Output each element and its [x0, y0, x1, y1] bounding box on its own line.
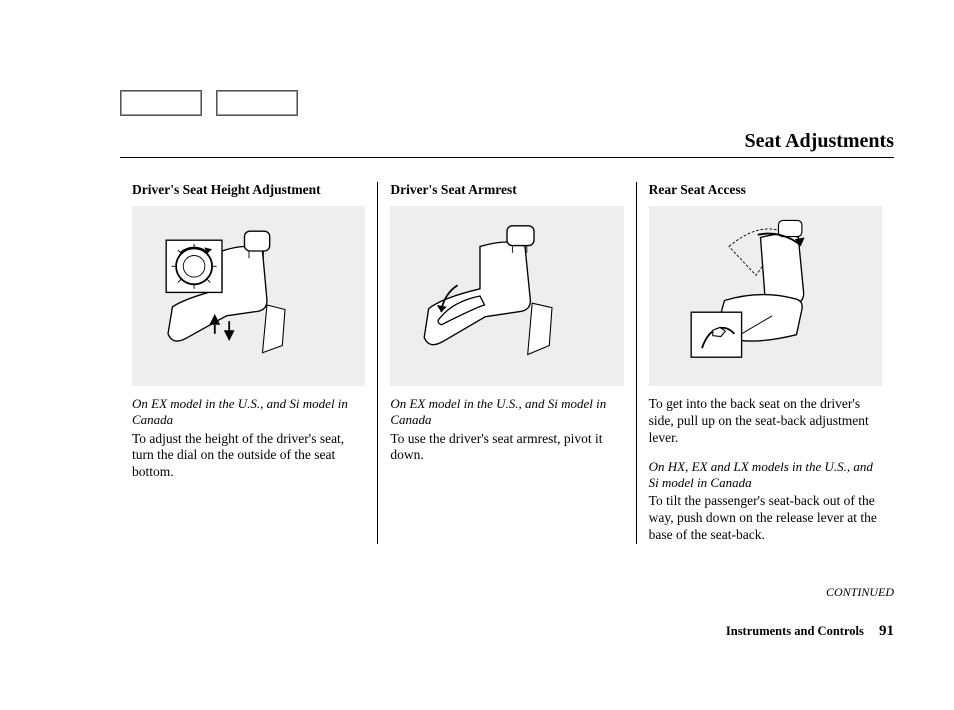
col3-body2: To tilt the passenger's seat-back out of…	[649, 493, 882, 544]
seat-height-icon	[144, 215, 354, 377]
nav-box-2[interactable]	[216, 90, 298, 116]
col1-heading: Driver's Seat Height Adjustment	[132, 182, 365, 198]
footer: Instruments and Controls 91	[726, 623, 894, 640]
illus-rear-access	[649, 206, 882, 386]
page-number: 91	[879, 623, 894, 639]
illus-height-dial	[132, 206, 365, 386]
col-rear-access: Rear Seat Access	[636, 182, 894, 544]
illus-armrest	[390, 206, 623, 386]
seat-fold-icon	[660, 215, 870, 377]
nav-boxes	[120, 90, 298, 116]
col3-body1: To get into the back seat on the driver'…	[649, 396, 882, 447]
page-title: Seat Adjustments	[120, 130, 894, 158]
col-armrest: Driver's Seat Armrest On EX mo	[377, 182, 635, 544]
col2-note: On EX model in the U.S., and Si model in…	[390, 396, 623, 429]
continued-label: CONTINUED	[826, 585, 894, 600]
footer-section: Instruments and Controls	[726, 624, 864, 638]
col3-heading: Rear Seat Access	[649, 182, 882, 198]
col1-body: To adjust the height of the driver's sea…	[132, 431, 365, 482]
content-columns: Driver's Seat Height Adjustment	[120, 182, 894, 544]
nav-box-1[interactable]	[120, 90, 202, 116]
col-height-adjustment: Driver's Seat Height Adjustment	[120, 182, 377, 544]
col1-note: On EX model in the U.S., and Si model in…	[132, 396, 365, 429]
col3-note2: On HX, EX and LX models in the U.S., and…	[649, 459, 882, 492]
seat-armrest-icon	[402, 215, 612, 377]
col2-body: To use the driver's seat armrest, pivot …	[390, 431, 623, 465]
col2-heading: Driver's Seat Armrest	[390, 182, 623, 198]
